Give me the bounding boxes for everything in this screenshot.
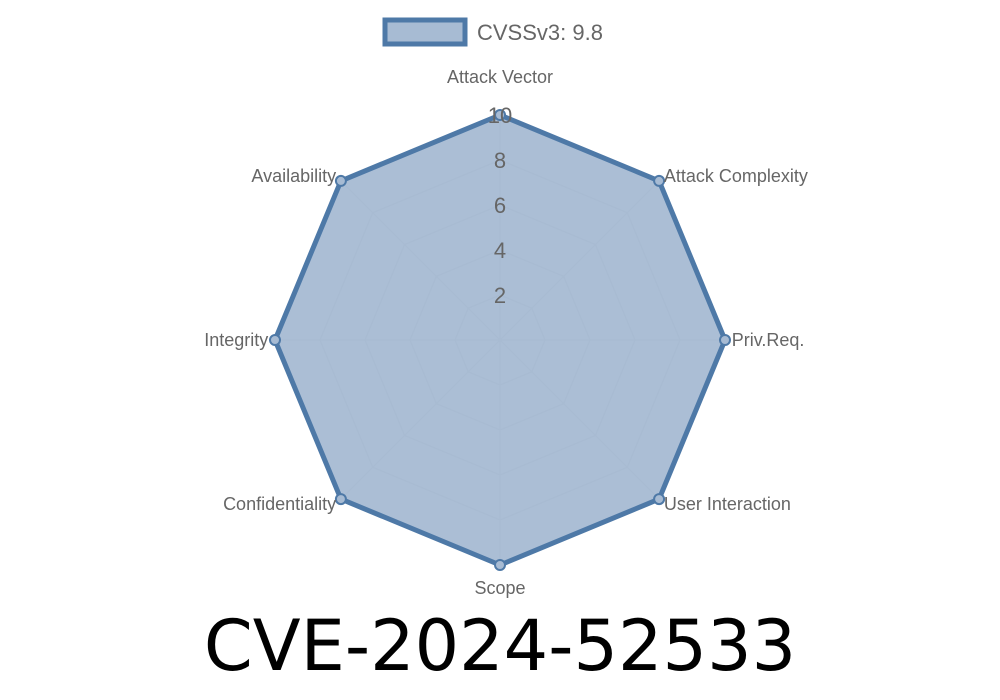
tick-label: 4 — [494, 238, 506, 263]
axis-label: User Interaction — [664, 494, 791, 514]
axis-label: Priv.Req. — [732, 330, 805, 350]
legend-label: CVSSv3: 9.8 — [477, 20, 603, 45]
axis-label: Confidentiality — [223, 494, 336, 514]
axis-label: Scope — [474, 578, 525, 598]
data-point — [653, 174, 666, 187]
legend-swatch — [382, 17, 468, 47]
tick-label: 6 — [494, 193, 506, 218]
chart-title: CVE-2024-52533 — [204, 605, 796, 687]
axis-label: Availability — [251, 166, 336, 186]
data-point — [494, 109, 506, 121]
axis-label: Attack Complexity — [664, 166, 808, 186]
tick-label: 8 — [494, 148, 506, 173]
axis-label: Integrity — [204, 330, 268, 350]
data-point — [334, 493, 347, 506]
data-point — [653, 493, 666, 506]
legend: CVSSv3: 9.8 — [382, 17, 603, 47]
data-point — [719, 334, 731, 346]
data-point — [334, 174, 347, 187]
axis-label: Attack Vector — [447, 67, 553, 87]
data-point — [269, 334, 281, 346]
tick-label: 10 — [488, 103, 512, 128]
tick-label: 2 — [494, 283, 506, 308]
data-point — [494, 559, 506, 571]
